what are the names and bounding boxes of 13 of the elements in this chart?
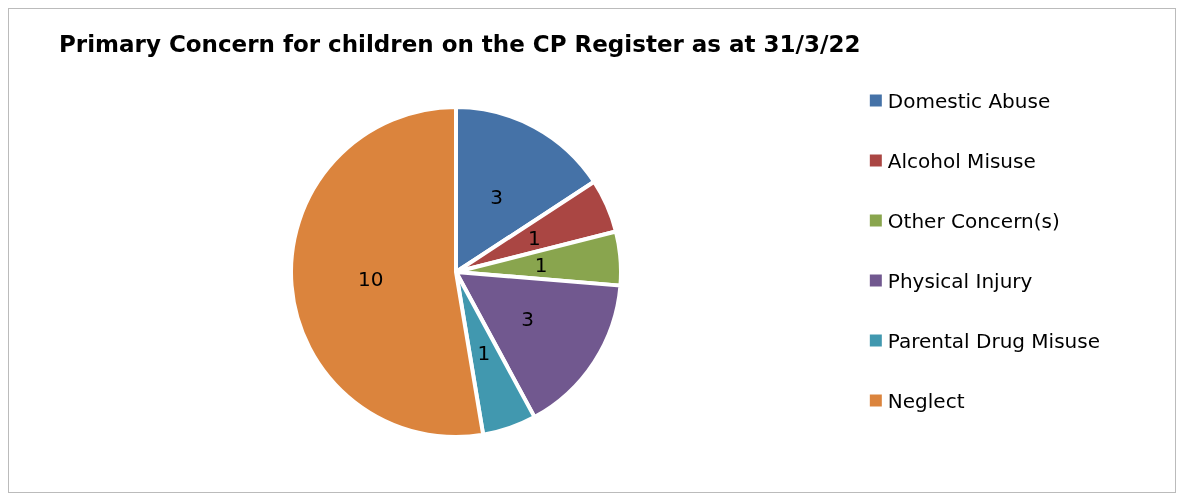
data-label: 1: [534, 252, 548, 277]
data-label: 3: [490, 184, 504, 209]
legend-label: Physical Injury: [887, 268, 1033, 293]
legend-label: Alcohol Misuse: [887, 148, 1036, 173]
legend-label: Parental Drug Misuse: [887, 328, 1101, 353]
data-label: 1: [477, 340, 491, 365]
data-label: 10: [358, 267, 384, 292]
data-label: 1: [527, 225, 541, 250]
legend-label: Domestic Abuse: [887, 88, 1051, 113]
data-label: 3: [521, 306, 534, 331]
legend-label: Other Concern(s): [887, 208, 1060, 233]
legend-label: Neglect: [887, 388, 965, 413]
chart-title: Primary Concern for children on the CP Register as at 31/3/22: [59, 30, 861, 57]
